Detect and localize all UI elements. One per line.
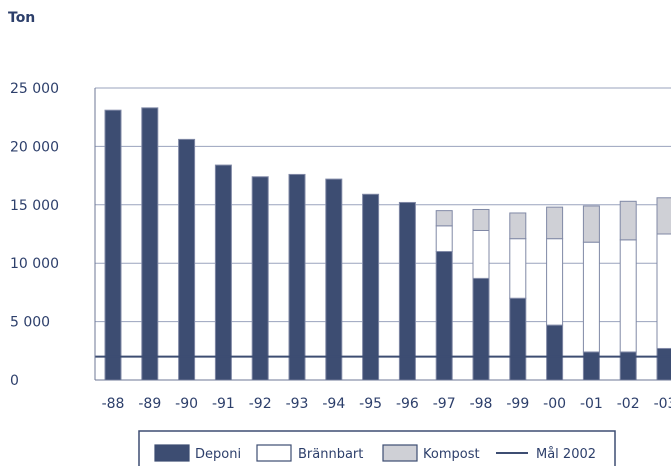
- legend-label: Mål 2002: [536, 447, 596, 462]
- y-tick-labels: 0 5 000 10 000 15 000 20 000 25 000: [10, 81, 59, 389]
- x-tick-label: -98: [470, 396, 493, 412]
- legend: Deponi Brännbart Kompost Mål 2002: [138, 430, 616, 466]
- y-tick-label: 5 000: [10, 315, 50, 331]
- x-tick-label: -89: [138, 396, 161, 412]
- bar-kompost: [619, 200, 637, 241]
- legend-label: Deponi: [195, 447, 241, 462]
- x-tick-label: -02: [617, 396, 640, 412]
- bar-kompost: [546, 206, 564, 240]
- bar-brnnbart: [546, 238, 564, 326]
- bar-deponi: [325, 178, 343, 381]
- bars: [104, 107, 671, 381]
- bar-deponi: [398, 201, 416, 381]
- y-tick-label: 0: [10, 373, 19, 389]
- legend-box: [138, 430, 616, 466]
- bar-brnnbart: [435, 225, 453, 253]
- y-tick-label: 10 000: [10, 256, 59, 272]
- bar-brnnbart: [509, 238, 527, 299]
- y-tick-label: 15 000: [10, 198, 59, 214]
- x-tick-label: -97: [433, 396, 456, 412]
- legend-label: Kompost: [423, 447, 480, 462]
- x-tick-label: -99: [506, 396, 529, 412]
- bar-kompost: [509, 212, 527, 240]
- bar-deponi: [472, 277, 490, 381]
- bar-deponi: [178, 138, 196, 381]
- bar-deponi: [288, 173, 306, 381]
- y-unit-label: Ton: [8, 10, 35, 26]
- legend-swatch: [382, 444, 418, 462]
- y-tick-label: 25 000: [10, 81, 59, 97]
- bar-deponi: [214, 164, 232, 381]
- x-tick-label: -01: [580, 396, 603, 412]
- bar-brnnbart: [656, 233, 671, 349]
- legend-label: Brännbart: [298, 447, 363, 462]
- bar-deponi: [546, 324, 564, 381]
- x-tick-label: -96: [396, 396, 419, 412]
- bar-deponi: [104, 109, 122, 381]
- bar-kompost: [582, 205, 600, 243]
- legend-swatch: [154, 444, 190, 462]
- bar-brnnbart: [472, 229, 490, 279]
- x-tick-label: -90: [175, 396, 198, 412]
- x-tick-labels: -88 -89 -90 -91 -92 -93 -94 -95 -96 -97 -98 -99 -00-…: [102, 396, 671, 412]
- bar-deponi: [435, 251, 453, 381]
- bar-deponi: [656, 347, 671, 381]
- x-tick-label: -94: [322, 396, 345, 412]
- x-tick-label: -93: [286, 396, 309, 412]
- bar-deponi: [509, 297, 527, 381]
- bar-brnnbart: [619, 239, 637, 353]
- x-tick-label: -91: [212, 396, 235, 412]
- x-tick-label: -92: [249, 396, 272, 412]
- bar-deponi: [362, 193, 380, 381]
- legend-swatch: [256, 444, 292, 462]
- bar-kompost: [435, 210, 453, 227]
- x-tick-label: -88: [102, 396, 125, 412]
- axes: [94, 88, 671, 381]
- x-tick-label: -03: [654, 396, 671, 412]
- y-tick-label: 20 000: [10, 139, 59, 155]
- bar-deponi: [251, 176, 269, 381]
- bar-brnnbart: [582, 241, 600, 353]
- x-tick-label: -00: [543, 396, 566, 412]
- bar-kompost: [472, 208, 490, 231]
- bar-deponi: [141, 107, 159, 381]
- x-tick-label: -95: [359, 396, 382, 412]
- bar-kompost: [656, 197, 671, 235]
